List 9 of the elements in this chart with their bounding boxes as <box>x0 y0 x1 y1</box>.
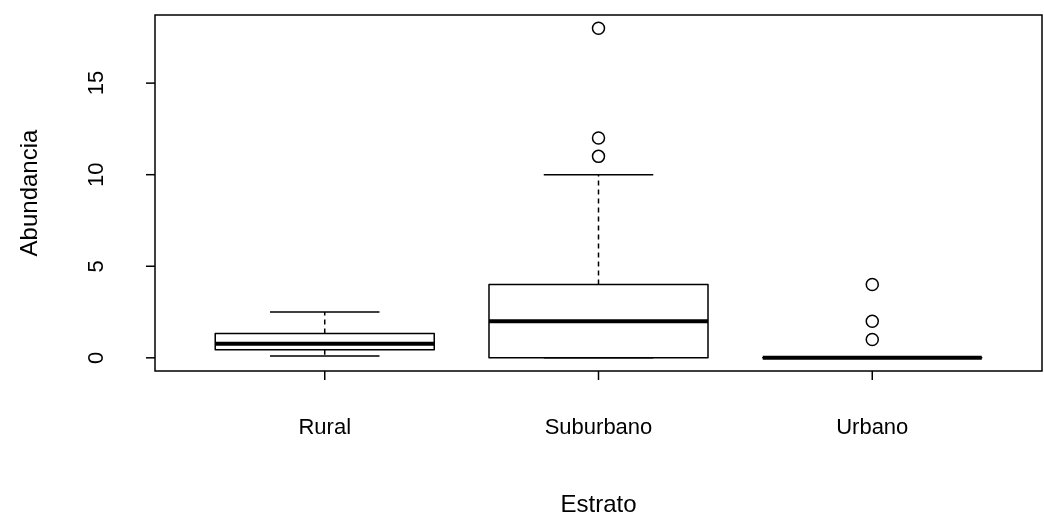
x-tick-label: Rural <box>298 414 352 440</box>
x-tick-label: Suburbano <box>544 414 653 440</box>
x-axis-title: Estrato <box>560 489 637 517</box>
y-axis-title: Abundancia <box>14 128 42 257</box>
y-tick-label: 10 <box>83 162 109 187</box>
y-tick-label: 5 <box>83 260 109 273</box>
y-tick-label: 0 <box>83 351 109 364</box>
x-tick-label: Urbano <box>836 414 909 440</box>
y-tick-label: 15 <box>83 70 109 96</box>
